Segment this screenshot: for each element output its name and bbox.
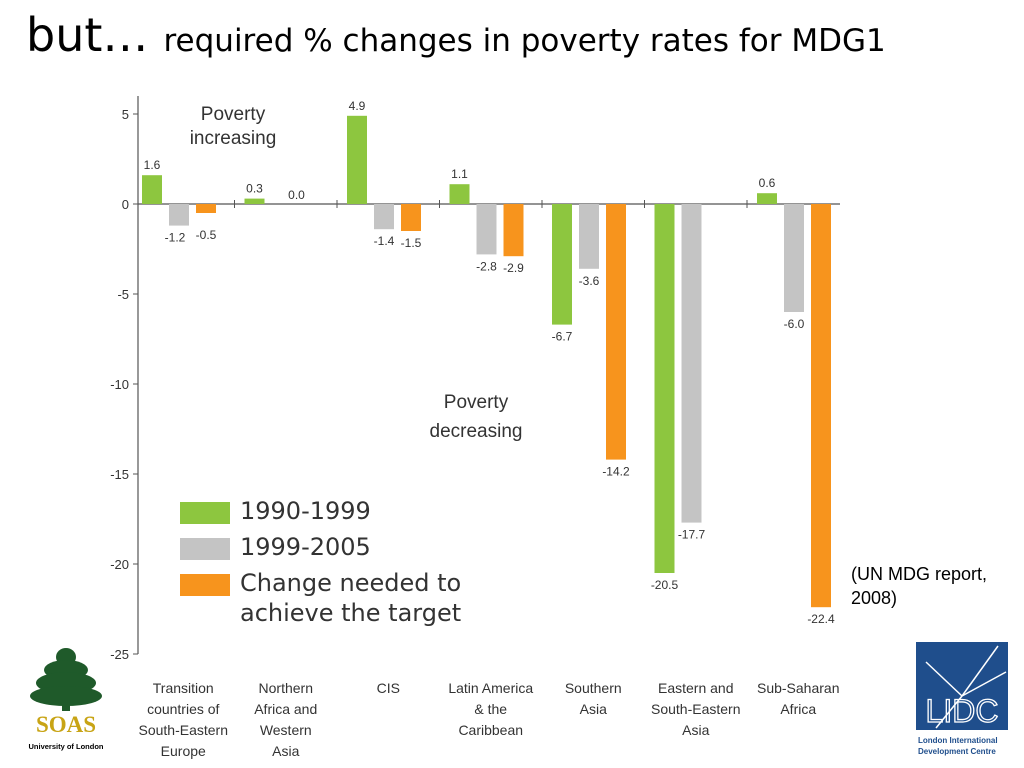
legend-swatch-change-needed [180,574,230,596]
data-label: 0.6 [759,176,776,190]
y-tick-label: -20 [110,557,129,572]
category-label: Africa and [254,701,317,717]
data-label: -6.7 [552,330,573,344]
category-label: Western [260,722,312,738]
data-label: -14.2 [602,465,630,479]
category-label: South-Eastern [139,722,229,738]
annotation-poverty-decreasing: decreasing [430,421,523,442]
data-label: -1.2 [165,231,186,245]
bar-1990-1999 [552,204,572,325]
data-label: -2.9 [503,261,524,275]
lidc-logo: LIDC London International Development Ce… [916,642,1008,756]
tree-icon [30,648,102,712]
chart-legend: 1990-1999 1999-2005 Change needed to ach… [180,496,545,634]
bar-1999-2005 [476,204,497,255]
bar-change-needed-to-achieve-the-target [606,204,626,460]
lidc-star-icon [925,645,1007,729]
soas-name: SOAS [36,712,96,737]
bar-1999-2005 [784,204,804,312]
legend-item-change-needed: Change needed to achieve the target [180,568,545,628]
y-tick-label: 5 [122,107,129,122]
annotation-poverty-decreasing: Poverty [444,392,509,413]
category-label: Asia [682,722,709,738]
bar-change-needed-to-achieve-the-target [196,204,216,213]
category-label: countries of [147,701,219,717]
legend-item-1999-2005: 1999-2005 [180,532,545,562]
bar-change-needed-to-achieve-the-target [503,204,524,257]
category-label: Sub-Saharan [757,680,840,696]
bar-1999-2005 [374,204,394,230]
slide-title: but… required % changes in poverty rates… [26,8,886,62]
data-label: -2.8 [476,259,497,273]
category-label: South-Eastern [651,701,741,717]
y-tick-label: -25 [110,647,129,662]
data-label: -22.4 [807,612,835,626]
data-label: 0.0 [288,188,305,202]
data-label: 1.1 [451,167,468,181]
category-label: Asia [272,743,299,759]
y-tick-label: 0 [122,197,129,212]
data-label: -17.7 [678,528,706,542]
data-label: 1.6 [144,158,161,172]
category-label: Caribbean [458,722,523,738]
lidc-subtitle-line-2: Development Centre [918,747,996,756]
data-label: 4.9 [349,99,366,113]
data-label: 0.3 [246,182,263,196]
y-tick-label: -10 [110,377,129,392]
y-tick-label: -5 [117,287,129,302]
legend-item-1990-1999: 1990-1999 [180,496,545,526]
data-label: -3.6 [579,274,600,288]
soas-subtitle: University of London [29,742,104,751]
annotation-poverty-increasing: Poverty [201,104,266,125]
data-label: -0.5 [196,228,217,242]
bar-1990-1999 [244,198,265,204]
bar-1990-1999 [347,115,367,204]
soas-logo: SOAS University of London [27,648,105,751]
title-lead: but… [26,8,149,62]
data-label: -6.0 [784,317,805,331]
category-label: CIS [377,680,400,696]
category-label: Transition [153,680,214,696]
legend-label-change-needed: Change needed to achieve the target [240,569,462,627]
legend-label-1990-1999: 1990-1999 [240,497,371,525]
bar-1990-1999 [142,175,162,204]
lidc-subtitle-line-1: London International [918,736,998,745]
annotation-poverty-increasing: increasing [190,128,277,149]
legend-swatch-1990-1999 [180,502,230,524]
bar-1990-1999 [757,193,777,204]
bar-change-needed-to-achieve-the-target [811,204,831,608]
lidc-name: LIDC [926,693,999,729]
data-label: -1.4 [374,234,395,248]
category-label: & the [474,701,507,717]
bar-1999-2005 [681,204,702,523]
bar-1990-1999 [449,184,470,204]
category-label: Asia [580,701,607,717]
category-label: Europe [161,743,206,759]
bar-1999-2005 [169,204,189,226]
category-label: Africa [780,701,816,717]
category-label: Northern [259,680,313,696]
category-label: Eastern and [658,680,734,696]
legend-swatch-1999-2005 [180,538,230,560]
title-rest: required % changes in poverty rates for … [163,23,886,59]
data-label: -1.5 [401,236,422,250]
y-tick-label: -15 [110,467,129,482]
source-note: (UN MDG report, 2008) [851,564,988,608]
category-label: Latin America [448,680,533,696]
data-label: -20.5 [651,578,679,592]
bar-1999-2005 [579,204,599,269]
category-label: Southern [565,680,622,696]
legend-label-1999-2005: 1999-2005 [240,533,371,561]
bar-change-needed-to-achieve-the-target [401,204,421,231]
bar-1990-1999 [654,204,675,573]
